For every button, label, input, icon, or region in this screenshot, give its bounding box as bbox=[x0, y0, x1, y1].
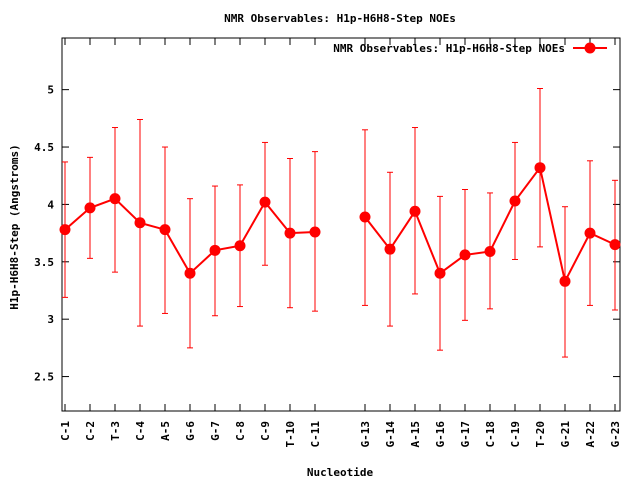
x-tick-label: T-3 bbox=[109, 421, 122, 441]
data-point bbox=[434, 267, 446, 279]
data-point bbox=[534, 162, 546, 174]
data-point bbox=[84, 202, 96, 214]
x-tick-label: G-7 bbox=[209, 421, 222, 441]
x-tick-label: T-20 bbox=[534, 421, 547, 448]
x-tick-label: G-17 bbox=[459, 421, 472, 448]
y-axis-label: H1p-H6H8-Step (Angstroms) bbox=[8, 144, 21, 310]
x-tick-label: A-5 bbox=[159, 421, 172, 441]
x-tick-label: A-15 bbox=[409, 421, 422, 448]
legend-label: NMR Observables: H1p-H6H8-Step NOEs bbox=[333, 42, 565, 55]
data-point bbox=[584, 227, 596, 239]
data-point bbox=[184, 267, 196, 279]
data-point bbox=[309, 226, 321, 238]
data-point bbox=[284, 227, 296, 239]
x-tick-label: G-13 bbox=[359, 421, 372, 448]
data-point bbox=[509, 195, 521, 207]
data-point bbox=[259, 196, 271, 208]
plot-area: 2.5 3 3.5 4 4.5 5 C-1 C-2 T-3 C-4 A-5 G-6 G-7 C-8 C-9 T… bbox=[34, 37, 622, 448]
y-tick-label: 3.5 bbox=[34, 256, 54, 269]
data-point bbox=[484, 245, 496, 257]
data-point bbox=[134, 217, 146, 229]
data-point bbox=[359, 211, 371, 223]
data-point bbox=[109, 193, 121, 205]
x-tick-label: T-10 bbox=[284, 421, 297, 448]
y-tick-label: 3 bbox=[47, 313, 54, 326]
x-tick-label: G-23 bbox=[609, 421, 622, 448]
x-tick-label: C-11 bbox=[309, 421, 322, 448]
plot-frame bbox=[61, 37, 621, 412]
data-point bbox=[459, 249, 471, 261]
data-point bbox=[59, 224, 71, 236]
data-point bbox=[209, 244, 221, 256]
data-point bbox=[159, 224, 171, 236]
data-point bbox=[559, 275, 571, 287]
data-point bbox=[609, 239, 621, 251]
x-axis-label: Nucleotide bbox=[307, 466, 374, 479]
data-point bbox=[409, 205, 421, 217]
x-tick-label: C-18 bbox=[484, 421, 497, 448]
y-tick-label: 4 bbox=[47, 198, 54, 211]
chart-title: NMR Observables: H1p-H6H8-Step NOEs bbox=[224, 12, 456, 25]
x-tick-label: G-14 bbox=[384, 421, 397, 448]
x-tick-label: G-6 bbox=[184, 421, 197, 441]
legend: NMR Observables: H1p-H6H8-Step NOEs bbox=[333, 42, 607, 55]
y-tick-label: 5 bbox=[47, 84, 54, 97]
y-tick-label: 4.5 bbox=[34, 141, 54, 154]
x-tick-label: G-16 bbox=[434, 421, 447, 448]
data-point bbox=[234, 240, 246, 252]
x-tick-label: A-22 bbox=[584, 421, 597, 448]
x-tick-label: C-2 bbox=[84, 421, 97, 441]
x-tick-label: C-4 bbox=[134, 421, 147, 441]
x-tick-label: C-9 bbox=[259, 421, 272, 441]
legend-marker bbox=[584, 42, 596, 54]
x-tick-label: C-8 bbox=[234, 421, 247, 441]
x-tick-label: G-21 bbox=[559, 421, 572, 448]
y-tick-label: 2.5 bbox=[34, 371, 54, 384]
data-point bbox=[384, 243, 396, 255]
x-tick-label: C-1 bbox=[59, 421, 72, 441]
x-tick-label: C-19 bbox=[509, 421, 522, 448]
